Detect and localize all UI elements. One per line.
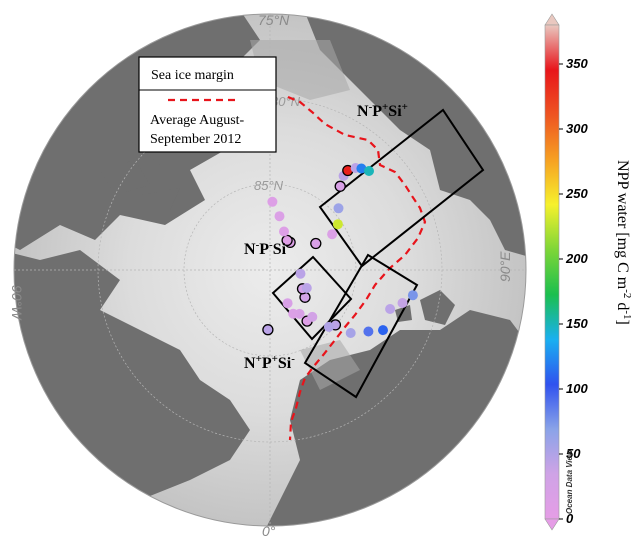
station-marker: [327, 229, 338, 240]
station-marker: [332, 219, 343, 230]
station-marker: [334, 180, 346, 192]
station-marker: [310, 237, 322, 250]
sea-ice-margin-line: [287, 95, 427, 441]
station-marker: [356, 163, 367, 174]
station-marker: [407, 290, 418, 301]
station-markers: [262, 163, 418, 338]
map-border: [13, 13, 527, 527]
station-marker: [363, 326, 374, 337]
colorbar-title: NPP water [mg C m-2 d-1]: [614, 160, 633, 325]
colorbar-tick-label: 150: [566, 316, 588, 331]
colorbar-tick-label: 250: [565, 186, 588, 201]
colorbar: 0 50 100 150 200 250 300 350 Ocean Data View NP…: [544, 13, 633, 531]
region-label-n-p-si-plus: N-P+Si+: [357, 101, 408, 120]
colorbar-tick-label: 50: [566, 446, 581, 461]
region-box-n-plus-p-plus-si-minus: [303, 253, 419, 399]
station-marker: [345, 328, 356, 338]
legend-entry-line2: September 2012: [150, 132, 241, 147]
lon-label-0: 0°: [262, 523, 276, 537]
colorbar-ticks: 0 50 100 150 200 250 300 350: [559, 56, 588, 526]
station-marker: [295, 268, 306, 279]
station-marker: [385, 304, 396, 314]
station-marker: [364, 166, 374, 176]
odv-watermark: Ocean Data View: [565, 449, 574, 514]
colorbar-tick-label: 0: [566, 511, 574, 526]
legend-title: Sea ice margin: [151, 68, 234, 83]
station-marker: [288, 308, 299, 319]
station-marker: [262, 324, 274, 336]
station-marker: [378, 325, 388, 336]
station-marker: [397, 298, 408, 308]
colorbar-bar: [544, 24, 560, 520]
colorbar-tick-label: 100: [566, 381, 588, 396]
colorbar-bottom-arrow: [544, 518, 560, 531]
lat-label-85: 85°N: [254, 178, 284, 193]
region-box-n-p-si-plus: [318, 108, 485, 268]
land-severnaya: [395, 290, 455, 325]
station-marker: [274, 211, 285, 222]
map-legend: Sea ice margin Average August- September…: [138, 56, 277, 153]
region-label-n-plus-p-plus-si-minus: N+P+Si-: [244, 353, 295, 372]
station-marker: [267, 196, 278, 207]
station-marker: [301, 283, 312, 293]
colorbar-tick-label: 300: [566, 121, 588, 136]
colorbar-tick-label: 200: [565, 251, 588, 266]
station-marker: [282, 298, 293, 309]
lat-label-75: 75°N: [258, 12, 290, 28]
station-marker: [333, 203, 344, 214]
colorbar-top-arrow: [544, 13, 560, 26]
colorbar-tick-label: 350: [566, 56, 588, 71]
station-marker: [279, 226, 289, 237]
legend-entry-line1: Average August-: [150, 113, 245, 128]
region-label-n-p-si-minus: N-P-Si-: [244, 239, 290, 258]
lon-label-90w: 90°W: [9, 285, 25, 321]
station-marker: [323, 321, 334, 332]
lon-label-90e: 90°E: [497, 251, 513, 282]
lat-label-80: 80°N: [271, 94, 301, 109]
station-marker: [307, 311, 318, 322]
